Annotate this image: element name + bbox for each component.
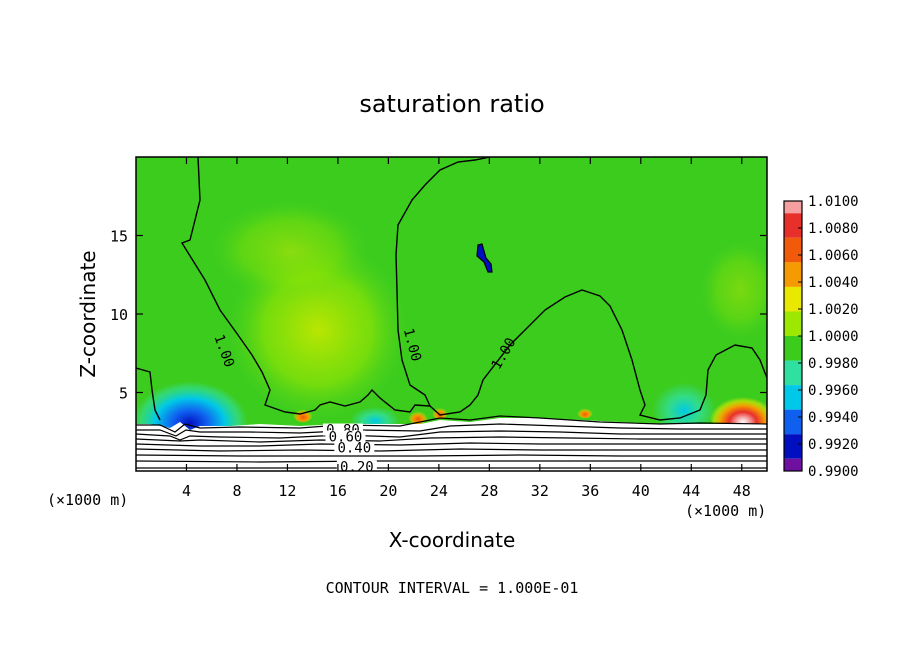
x-tick-label: 44 xyxy=(682,482,700,500)
x-tick-label: 8 xyxy=(232,482,241,500)
x-tick-label: 12 xyxy=(278,482,296,500)
contour-label: 0.40 xyxy=(334,441,375,457)
chart-title: saturation ratio xyxy=(359,90,544,118)
colorbar-swatch xyxy=(784,201,802,214)
x-unit-left: (×1000 m) xyxy=(47,491,128,509)
y-tick-label: 5 xyxy=(119,385,128,403)
y-axis-title: Z-coordinate xyxy=(76,250,100,377)
plot-area: 1.00 1.00 1.000.800.600.400.20 xyxy=(136,157,767,475)
y-tick-label: 10 xyxy=(110,306,128,324)
contour-label-bg xyxy=(334,441,375,454)
field-orange-2 xyxy=(408,408,428,424)
colorbar-label: 0.9960 xyxy=(808,383,859,399)
x-axis: 4 8 12 16 20 24 28 32 36 40 44 48 xyxy=(182,157,751,500)
colorbar-label: 0.9900 xyxy=(808,464,859,480)
x-axis-title: X-coordinate xyxy=(389,528,516,552)
colorbar-swatch xyxy=(784,409,802,435)
contour-label-bg xyxy=(325,430,366,443)
x-unit-right: (×1000 m) xyxy=(685,502,766,520)
contour-label-text: 0.40 xyxy=(337,441,371,457)
colorbar-label: 0.9980 xyxy=(808,356,859,372)
y-axis: 5 10 15 xyxy=(110,228,767,403)
colorbar: 1.0100 1.0080 1.0060 1.0040 1.0020 1.0000 0.99… xyxy=(783,194,859,480)
x-tick-label: 40 xyxy=(632,482,650,500)
field-yellow-upper xyxy=(210,200,370,300)
contour-interval-note: CONTOUR INTERVAL = 1.000E-01 xyxy=(326,579,579,597)
colorbar-swatch xyxy=(784,286,802,312)
colorbar-swatch xyxy=(784,434,802,459)
x-tick-label: 4 xyxy=(182,482,191,500)
colorbar-swatch xyxy=(784,336,802,361)
colorbar-swatch xyxy=(784,385,802,410)
field-light-right xyxy=(700,240,767,340)
contour-lines-low xyxy=(136,415,767,469)
x-tick-label: 24 xyxy=(430,482,448,500)
colorbar-swatch xyxy=(784,237,802,263)
contour-label-text: 0.20 xyxy=(340,459,374,475)
colorbar-label: 1.0100 xyxy=(808,194,859,210)
x-tick-label: 36 xyxy=(581,482,599,500)
x-tick-label: 48 xyxy=(733,482,751,500)
y-tick-label: 15 xyxy=(110,228,128,246)
colorbar-label: 0.9920 xyxy=(808,437,859,453)
x-tick-label: 28 xyxy=(480,482,498,500)
colorbar-label: 1.0040 xyxy=(808,275,859,291)
colorbar-label: 1.0080 xyxy=(808,221,859,237)
colorbar-swatch xyxy=(784,311,802,336)
field-orange-1 xyxy=(293,406,313,422)
contour-label: 0.20 xyxy=(336,459,377,475)
colorbar-swatch xyxy=(784,213,802,238)
surface-layer xyxy=(136,418,767,471)
colorbar-label: 0.9940 xyxy=(808,410,859,426)
field-blue-blob xyxy=(476,243,493,273)
colorbar-label: 1.0060 xyxy=(808,248,859,264)
x-tick-label: 16 xyxy=(329,482,347,500)
field-orange-3 xyxy=(432,405,448,419)
colorbar-label: 1.0020 xyxy=(808,302,859,318)
x-tick-label: 20 xyxy=(379,482,397,500)
colorbar-swatch xyxy=(784,458,802,471)
contour-lines-1-00 xyxy=(136,157,767,421)
contour-label-bg xyxy=(336,460,377,471)
colorbar-swatch xyxy=(784,360,802,386)
colorbar-label: 1.0000 xyxy=(808,329,859,345)
x-tick-label: 32 xyxy=(531,482,549,500)
field-orange-4 xyxy=(577,406,593,418)
colorbar-swatch xyxy=(784,262,802,287)
